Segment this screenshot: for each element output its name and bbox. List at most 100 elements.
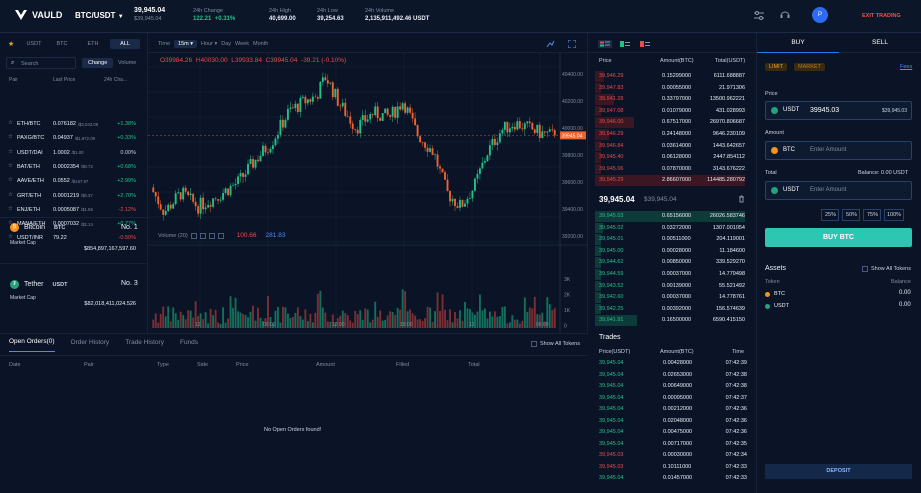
depth-bar xyxy=(595,222,604,234)
coin-card-bitcoin[interactable]: ₿ Bitcoin BTC xyxy=(10,223,65,232)
star-icon[interactable]: ☆ xyxy=(8,134,13,141)
book-asks-icon[interactable] xyxy=(638,40,652,48)
assets-show-all-toggle[interactable]: Show All Tokens xyxy=(862,266,911,272)
interval-hour[interactable]: Hour ▾ xyxy=(201,41,218,47)
bid-row[interactable]: 39,941.91 0.16500000 6590.415150 xyxy=(595,315,749,326)
favorites-star-icon[interactable]: ★ xyxy=(8,41,15,48)
fees-link[interactable]: Fees xyxy=(900,64,913,70)
more-icon[interactable] xyxy=(217,232,224,239)
interval-15m[interactable]: 15m ▾ xyxy=(174,40,198,48)
market-tab-eth[interactable]: ETH xyxy=(87,41,99,47)
tab-open-orders[interactable]: Open Orders(0) xyxy=(9,338,55,352)
fullscreen-icon[interactable] xyxy=(568,40,576,48)
market-row[interactable]: ☆ BAT/ETH 0.0002354 /$0.72 +0.68% xyxy=(8,163,140,175)
bid-row[interactable]: 39,945.03 0.65156000 26026.583746 xyxy=(595,211,749,222)
brand-logo[interactable]: VAULD xyxy=(14,9,62,21)
star-icon[interactable]: ☆ xyxy=(8,191,13,198)
bid-row[interactable]: 39,942.25 0.00392000 156.574639 xyxy=(595,303,749,315)
star-icon[interactable]: ☆ xyxy=(8,205,13,212)
pct-100-button[interactable]: 100% xyxy=(884,209,904,221)
eye-icon[interactable] xyxy=(190,232,197,239)
market-row[interactable]: ☆ ETH/BTC 0.076182 /$3,043.09 +1.38% xyxy=(8,120,140,132)
deposit-button[interactable]: DEPOSIT xyxy=(765,464,912,479)
ask-row[interactable]: 39,946.29 0.15299000 6111.688887 xyxy=(595,71,749,82)
close-icon[interactable] xyxy=(208,232,215,239)
tab-funds[interactable]: Funds xyxy=(179,338,199,346)
bid-row[interactable]: 39,945.02 0.03272000 1307.001054 xyxy=(595,222,749,234)
tab-trade-history[interactable]: Trade History xyxy=(125,338,164,346)
candlestick-chart[interactable]: 40400.00 40200.00 40000.00 39800.00 39600.00… xyxy=(148,53,588,333)
delete-icon[interactable] xyxy=(738,195,745,203)
total-field[interactable]: USDT Enter Amount xyxy=(765,181,912,200)
pair-selector[interactable]: BTC/USDT ▼ xyxy=(75,11,124,20)
market-row[interactable]: ☆ USDT/INR 79.22 -0.50% xyxy=(8,234,140,246)
bid-row[interactable]: 39,944.59 0.00037000 14.779498 xyxy=(595,269,749,280)
buy-btc-button[interactable]: BUY BTC xyxy=(765,228,912,247)
price-field[interactable]: USDT 39945.03 $39,945.03 xyxy=(765,101,912,120)
ask-row[interactable]: 39,947.83 0.00055000 21.971306 xyxy=(595,82,749,94)
amount-field[interactable]: BTC Enter Amount xyxy=(765,141,912,160)
ask-row[interactable]: 39,945.29 2.86607000 114485.280792 xyxy=(595,175,749,186)
exit-trading-button[interactable]: EXIT TRADING xyxy=(862,13,901,19)
pct-50-button[interactable]: 50% xyxy=(842,209,860,221)
market-row[interactable]: ☆ PAXG/BTC 0.04937 /$1,972.09 +0.33% xyxy=(8,134,140,146)
asset-row-usdt[interactable]: USDT xyxy=(765,303,789,309)
interval-day[interactable]: Day xyxy=(221,41,232,47)
avatar[interactable]: P xyxy=(812,7,828,23)
tab-order-history[interactable]: Order History xyxy=(70,338,110,346)
buy-tab[interactable]: BUY xyxy=(757,33,839,53)
market-row[interactable]: ☆ MANA/ETH 0.0007032 /$2.14 +0.77% xyxy=(8,220,140,232)
bid-row[interactable]: 39,945.01 0.00511000 204.119001 xyxy=(595,234,749,245)
interval-week[interactable]: Week xyxy=(235,41,249,47)
pct-75-button[interactable]: 75% xyxy=(863,209,881,221)
bid-row[interactable]: 39,944.62 0.00850000 339.529270 xyxy=(595,257,749,268)
market-row[interactable]: ☆ ENJ/ETH 0.0005087 /$1.55 -2.12% xyxy=(8,206,140,218)
market-tab-btc[interactable]: BTC xyxy=(56,41,68,47)
star-icon[interactable]: ☆ xyxy=(8,148,13,155)
star-icon[interactable]: ☆ xyxy=(8,234,13,241)
trade-row: 39,945.03 0.10111000 07:42:33 xyxy=(599,463,749,473)
ask-row[interactable]: 39,946.29 0.24148000 9646.230109 xyxy=(595,129,749,140)
ask-row[interactable]: 39,945.40 0.06128000 2447.854112 xyxy=(595,152,749,163)
bid-row[interactable]: 39,942.60 0.00037000 14.778761 xyxy=(595,292,749,303)
market-last: 0.0001219 xyxy=(53,192,79,199)
star-icon[interactable]: ☆ xyxy=(8,177,13,184)
bid-row[interactable]: 39,945.00 0.00028000 11.184600 xyxy=(595,245,749,257)
market-row[interactable]: ☆ AAVE/ETH 0.0552 /$167.97 +2.99% xyxy=(8,177,140,189)
star-icon[interactable]: ☆ xyxy=(8,120,13,126)
settings-sliders-icon[interactable] xyxy=(754,11,764,20)
bid-row[interactable]: 39,943.52 0.00139000 55.521492 xyxy=(595,280,749,292)
col-type: Type xyxy=(157,362,169,368)
toggle-change[interactable]: Change xyxy=(82,58,114,68)
market-tab[interactable]: MARKET xyxy=(794,63,825,71)
coin-card-tether[interactable]: ₮ Tether USDT xyxy=(10,280,67,289)
show-all-tokens-toggle[interactable]: Show All Tokens xyxy=(531,341,580,347)
book-both-icon[interactable] xyxy=(598,40,612,48)
indicators-icon[interactable] xyxy=(546,40,555,48)
star-icon[interactable]: ☆ xyxy=(8,220,13,227)
ask-row[interactable]: 39,945.06 0.07870000 3143.676222 xyxy=(595,163,749,175)
market-row[interactable]: ☆ USDT/DAI 1.0002 /$1.00 0.00% xyxy=(8,149,140,161)
asset-row-btc[interactable]: BTC xyxy=(765,291,785,297)
market-tab-all[interactable]: ALL xyxy=(110,39,140,49)
toggle-volume[interactable]: Volume xyxy=(118,60,137,66)
market-search-input[interactable]: ⌕ Search xyxy=(6,57,76,69)
candle-body xyxy=(488,145,491,156)
interval-month[interactable]: Month xyxy=(253,41,269,47)
limit-tab[interactable]: LIMIT xyxy=(765,63,788,71)
market-row[interactable]: ☆ GRT/ETH 0.0001219 /$0.37 +2.70% xyxy=(8,192,140,204)
support-headset-icon[interactable] xyxy=(780,10,790,20)
book-price: 39,947.83 xyxy=(599,84,624,91)
book-bids-icon[interactable] xyxy=(618,40,632,48)
settings-icon[interactable] xyxy=(199,232,206,239)
ask-row[interactable]: 39,947.08 0.01079000 431.028993 xyxy=(595,105,749,117)
market-tab-usdt[interactable]: USDT xyxy=(26,41,42,47)
star-icon[interactable]: ☆ xyxy=(8,162,13,169)
ask-row[interactable]: 39,946.00 0.67517000 26970.806687 xyxy=(595,117,749,128)
candle-body xyxy=(252,159,254,168)
volume-bar xyxy=(384,319,387,328)
ask-row[interactable]: 39,946.84 0.03614000 1443.642657 xyxy=(595,140,749,152)
ask-row[interactable]: 39,941.28 0.33797000 13500.962221 xyxy=(595,94,749,105)
sell-tab[interactable]: SELL xyxy=(839,33,921,53)
pct-25-button[interactable]: 25% xyxy=(821,209,839,221)
